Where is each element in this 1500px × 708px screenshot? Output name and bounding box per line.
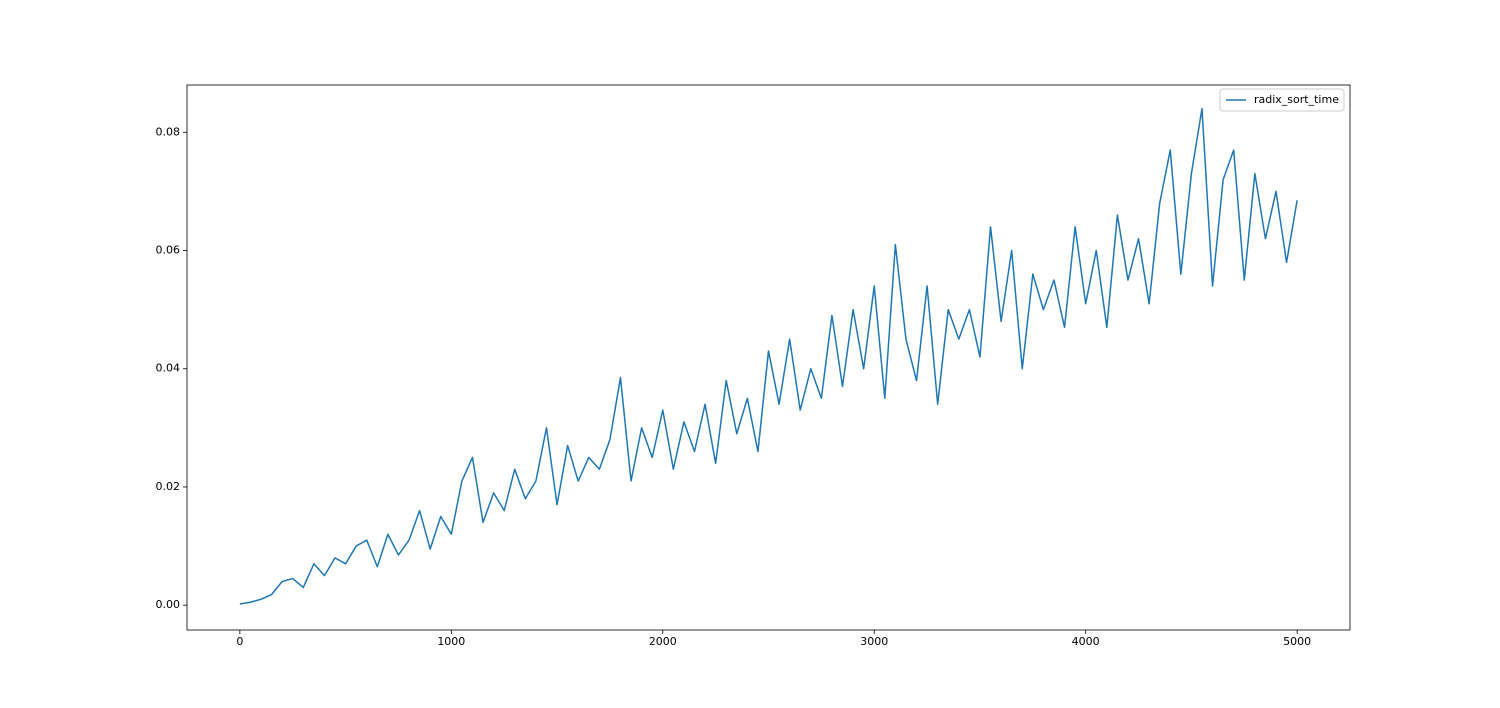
y-tick-label: 0.02: [156, 480, 181, 493]
x-tick-label: 5000: [1283, 635, 1311, 648]
y-tick-label: 0.08: [156, 125, 181, 138]
legend-label: radix_sort_time: [1254, 93, 1339, 106]
x-tick-label: 4000: [1072, 635, 1100, 648]
plot-frame: [186, 84, 1351, 631]
x-tick-label: 0: [236, 635, 243, 648]
y-tick-label: 0.00: [156, 598, 181, 611]
x-tick-label: 2000: [649, 635, 677, 648]
x-tick-label: 3000: [860, 635, 888, 648]
data-line: [239, 107, 1298, 605]
x-tick-label: 1000: [437, 635, 465, 648]
y-tick-label: 0.04: [156, 362, 181, 375]
y-tick-label: 0.06: [156, 244, 181, 257]
legend-box: [1219, 88, 1345, 112]
